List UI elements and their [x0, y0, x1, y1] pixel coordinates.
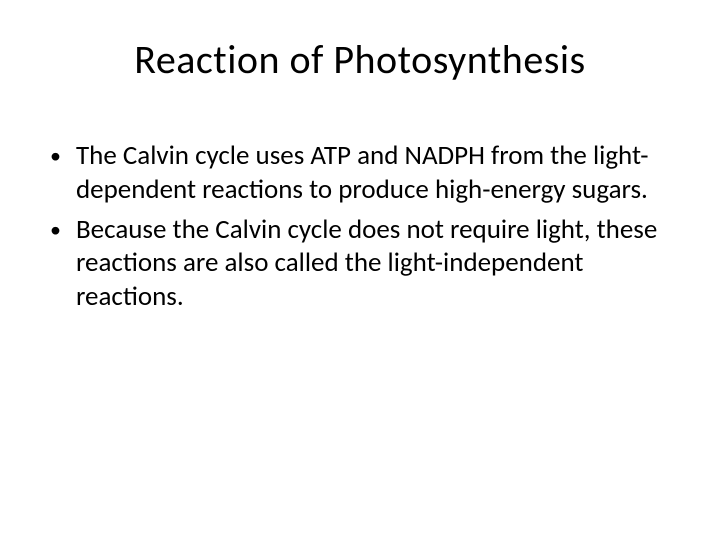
bullet-icon: •: [50, 139, 76, 170]
bullet-text: The Calvin cycle uses ATP and NADPH from…: [76, 139, 680, 207]
slide-title: Reaction of Photosynthesis: [40, 35, 680, 84]
list-item: • Because the Calvin cycle does not requ…: [50, 213, 680, 314]
list-item: • The Calvin cycle uses ATP and NADPH fr…: [50, 139, 680, 207]
bullet-icon: •: [50, 213, 76, 244]
bullet-list: • The Calvin cycle uses ATP and NADPH fr…: [40, 139, 680, 314]
bullet-text: Because the Calvin cycle does not requir…: [76, 213, 680, 314]
slide-container: Reaction of Photosynthesis • The Calvin …: [0, 0, 720, 540]
